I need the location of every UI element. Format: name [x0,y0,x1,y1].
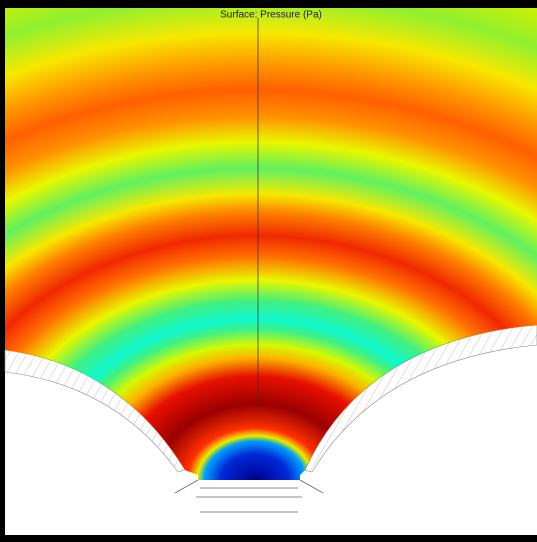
bottom-border [5,535,537,542]
page: Surface: Pressure (Pa) (() => { const da… [0,0,537,542]
plot-title: Surface: Pressure (Pa) [220,10,322,21]
pressure-plot: Surface: Pressure (Pa) [0,0,537,542]
